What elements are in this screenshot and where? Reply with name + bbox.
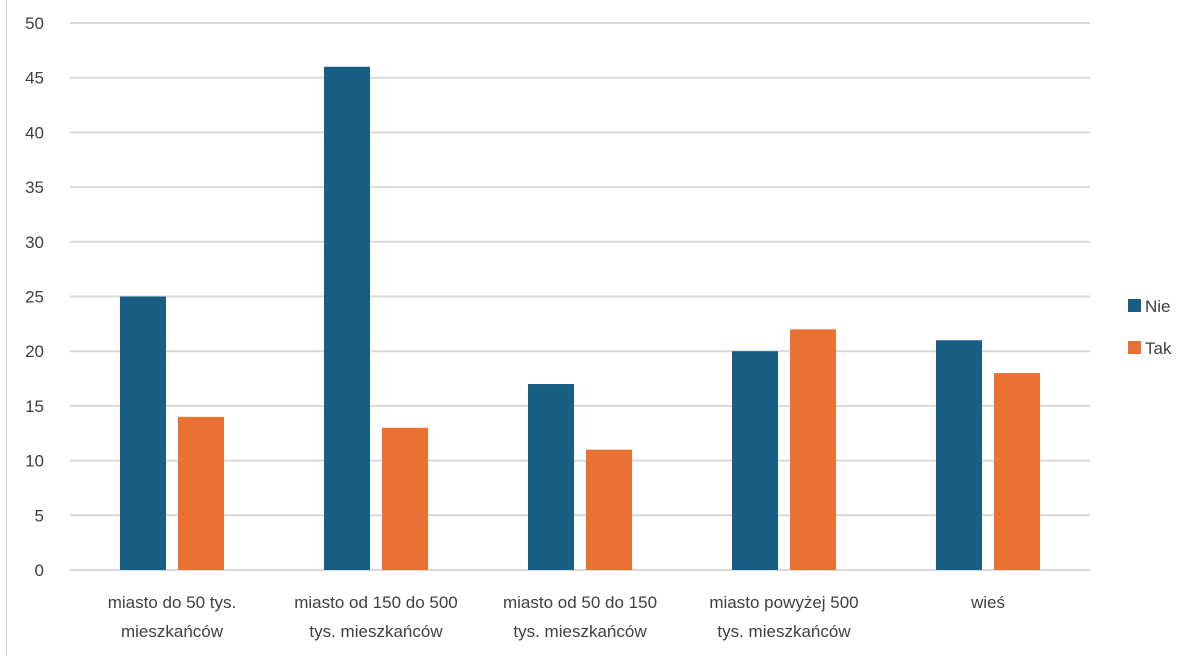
x-category-label: miasto od 50 do 150 tys. mieszkańców [503,593,657,641]
x-axis-category-labels: miasto do 50 tys. mieszkańców miasto od 15… [108,593,1005,641]
bar-nie-2 [528,384,574,570]
bar-nie-1 [324,66,370,570]
x-category-label-line: tys. mieszkańców [513,622,647,641]
gridlines [70,22,1090,571]
legend: Nie Tak [1128,297,1172,358]
x-category-label-line: mieszkańców [121,622,224,641]
y-tick-label: 15 [25,397,44,416]
x-category-label-line: miasto od 150 do 500 [294,593,458,612]
legend-swatch-tak [1128,341,1141,354]
y-axis-tick-labels: 0 5 10 15 20 25 30 35 40 45 50 [25,14,44,580]
y-tick-label: 10 [25,452,44,471]
x-category-label-line: miasto do 50 tys. [108,593,237,612]
x-category-label: miasto do 50 tys. mieszkańców [108,593,237,641]
y-tick-label: 30 [25,233,44,252]
bar-nie-3 [732,351,778,570]
y-tick-label: 25 [25,288,44,307]
y-tick-label: 40 [25,123,44,142]
bar-tak-3 [790,329,836,570]
x-category-label: miasto od 150 do 500 tys. mieszkańców [294,593,458,641]
x-category-label-line: tys. mieszkańców [717,622,851,641]
y-tick-label: 35 [25,178,44,197]
x-category-label: wieś [970,593,1005,612]
x-category-label-line: miasto powyżej 500 [709,593,858,612]
bars [120,66,1040,570]
x-category-label-line: miasto od 50 do 150 [503,593,657,612]
bar-tak-1 [382,427,428,570]
legend-label-tak: Tak [1145,339,1172,358]
legend-label-nie: Nie [1145,297,1171,316]
y-tick-label: 20 [25,342,44,361]
bar-tak-2 [586,449,632,570]
y-tick-label: 45 [25,69,44,88]
y-tick-label: 50 [25,14,44,33]
x-category-label: miasto powyżej 500 tys. mieszkańców [709,593,858,641]
legend-swatch-nie [1128,299,1141,312]
x-category-label-line: wieś [970,593,1005,612]
bar-nie-0 [120,296,166,570]
x-category-label-line: tys. mieszkańców [309,622,443,641]
y-tick-label: 0 [35,561,44,580]
chart-frame-border [6,0,7,656]
bar-nie-4 [936,340,982,570]
bar-tak-0 [178,416,224,570]
bar-tak-4 [994,373,1040,570]
y-tick-label: 5 [35,506,44,525]
